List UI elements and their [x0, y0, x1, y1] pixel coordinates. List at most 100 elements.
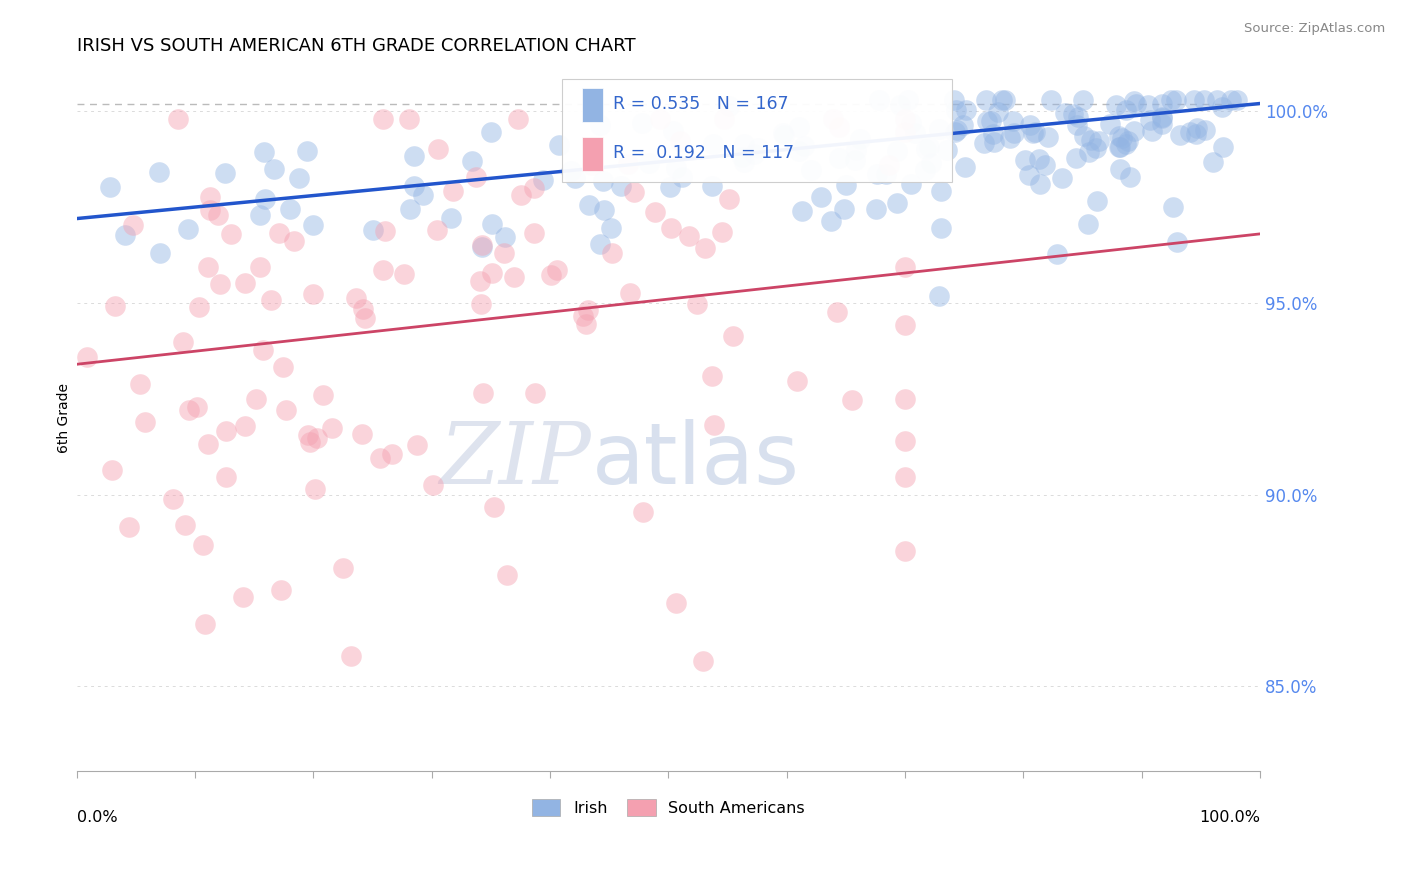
Irish — [1160, 93, 1182, 107]
Irish — [1219, 93, 1241, 107]
Irish — [983, 136, 1005, 150]
Irish — [671, 170, 693, 185]
South Americans — [717, 192, 740, 206]
South Americans — [648, 112, 671, 126]
South Americans — [311, 387, 333, 401]
Irish — [793, 138, 815, 153]
Bar — [582, 137, 603, 171]
Irish — [1024, 125, 1046, 139]
Irish — [1108, 140, 1130, 154]
South Americans — [894, 260, 917, 274]
South Americans — [270, 583, 292, 598]
Irish — [868, 93, 890, 107]
Irish — [302, 218, 325, 232]
Irish — [412, 187, 434, 202]
South Americans — [828, 120, 851, 134]
South Americans — [406, 438, 429, 452]
South Americans — [471, 238, 494, 252]
South Americans — [441, 184, 464, 198]
Irish — [1150, 112, 1173, 126]
Irish — [1119, 170, 1142, 185]
Irish — [994, 93, 1017, 107]
Irish — [288, 171, 311, 186]
South Americans — [297, 427, 319, 442]
South Americans — [877, 158, 900, 172]
South Americans — [332, 561, 354, 575]
South Americans — [664, 597, 686, 611]
South Americans — [644, 204, 666, 219]
Irish — [471, 240, 494, 254]
South Americans — [841, 392, 863, 407]
Irish — [593, 202, 616, 217]
Irish — [889, 98, 911, 112]
South Americans — [172, 335, 194, 350]
Irish — [630, 116, 652, 130]
Bar — [582, 87, 603, 121]
Irish — [953, 160, 976, 174]
Irish — [773, 128, 796, 142]
Irish — [1077, 217, 1099, 231]
Irish — [1150, 110, 1173, 124]
Irish — [945, 122, 967, 136]
South Americans — [101, 463, 124, 477]
Irish — [1067, 111, 1090, 125]
Irish — [955, 103, 977, 117]
South Americans — [200, 190, 222, 204]
South Americans — [786, 374, 808, 388]
Irish — [278, 202, 301, 217]
South Americans — [271, 360, 294, 375]
Irish — [1185, 128, 1208, 142]
Irish — [772, 126, 794, 140]
Irish — [1036, 130, 1059, 145]
Irish — [1040, 93, 1063, 107]
Irish — [987, 105, 1010, 120]
Irish — [1185, 120, 1208, 135]
Irish — [733, 136, 755, 151]
Irish — [1125, 96, 1147, 111]
South Americans — [668, 134, 690, 148]
South Americans — [523, 227, 546, 241]
Irish — [249, 208, 271, 222]
Irish — [800, 162, 823, 177]
South Americans — [510, 187, 533, 202]
Irish — [991, 93, 1014, 107]
South Americans — [575, 317, 598, 331]
Irish — [1087, 194, 1109, 209]
South Americans — [249, 260, 271, 274]
Irish — [253, 145, 276, 159]
South Americans — [298, 434, 321, 449]
South Americans — [523, 180, 546, 194]
Irish — [1002, 126, 1025, 140]
South Americans — [422, 478, 444, 492]
South Americans — [371, 112, 394, 126]
South Americans — [188, 300, 211, 314]
South Americans — [894, 125, 917, 139]
South Americans — [711, 225, 734, 239]
Irish — [1078, 145, 1101, 160]
South Americans — [129, 377, 152, 392]
Text: IRISH VS SOUTH AMERICAN 6TH GRADE CORRELATION CHART: IRISH VS SOUTH AMERICAN 6TH GRADE CORREL… — [77, 37, 636, 55]
Irish — [149, 246, 172, 260]
South Americans — [506, 112, 529, 126]
Irish — [845, 143, 868, 157]
Text: Source: ZipAtlas.com: Source: ZipAtlas.com — [1244, 22, 1385, 36]
Irish — [1084, 140, 1107, 154]
South Americans — [167, 112, 190, 126]
Irish — [98, 180, 121, 194]
Irish — [928, 122, 950, 136]
Irish — [865, 202, 887, 216]
Irish — [945, 103, 967, 118]
Irish — [1033, 158, 1056, 172]
Irish — [148, 165, 170, 179]
Irish — [1001, 114, 1024, 128]
South Americans — [472, 385, 495, 400]
Legend: Irish, South Americans: Irish, South Americans — [526, 792, 811, 822]
Irish — [609, 179, 631, 194]
South Americans — [617, 156, 640, 170]
Irish — [665, 161, 688, 176]
Irish — [461, 154, 484, 169]
South Americans — [354, 311, 377, 326]
Irish — [904, 126, 927, 140]
Irish — [494, 230, 516, 244]
Irish — [481, 217, 503, 231]
